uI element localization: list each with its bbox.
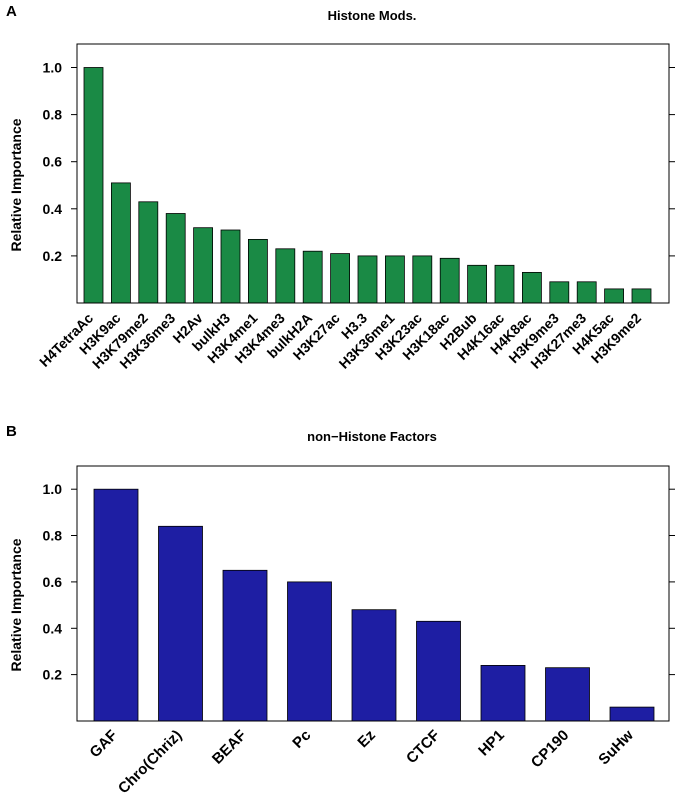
bar-h3k23ac [412, 255, 433, 304]
x-tick-label-cp190: CP190 [528, 727, 572, 771]
bar-gaf [93, 488, 139, 722]
y-tick-label: 1.0 [43, 481, 63, 497]
y-tick-group-b: 0.2 0.4 0.6 0.8 1.0 [43, 481, 675, 683]
bar-group-a [83, 67, 652, 304]
bar-h2av [193, 227, 214, 304]
bar-h2bub [467, 264, 488, 304]
y-tick-label: 0.8 [43, 528, 63, 544]
x-tick-label-suhw: SuHw [595, 727, 637, 769]
plot-frame-a [76, 43, 670, 304]
bar-h3k27me3 [576, 281, 597, 304]
y-tick-group-a: 0.2 0.4 0.6 0.8 1.0 [43, 60, 675, 264]
x-tick-group-a: H4TetraAcH3K9acH3K79me2H3K36me3H2AvbulkH… [36, 310, 644, 372]
bar-ez [351, 609, 397, 722]
bar-h4k8ac [522, 271, 542, 304]
plot-frame-b [76, 465, 670, 722]
bar-h3k4me1 [247, 238, 268, 304]
bar-suhw [609, 706, 655, 722]
bar-h3k36me1 [384, 255, 405, 304]
chart-title-a: Histone Mods. [328, 8, 417, 23]
x-tick-label-ctcf: CTCF [403, 727, 443, 767]
bar-pc [287, 581, 332, 722]
panel-b-non-histone-factors: B non−Histone Factors Relative Importanc… [6, 423, 675, 797]
panel-letter-b: B [6, 423, 17, 440]
bar-h3k9ac [111, 182, 131, 304]
x-tick-label-gaf: GAF [86, 727, 120, 761]
y-tick-label: 0.4 [43, 620, 63, 636]
bar-h4tetraac [83, 67, 104, 304]
x-tick-label-beaf: BEAF [209, 727, 250, 768]
y-tick-label: 0.6 [43, 154, 63, 170]
x-tick-label-ez: Ez [354, 727, 378, 751]
bar-h3k9me3 [549, 281, 570, 304]
y-axis-title-b: Relative Importance [8, 538, 24, 671]
bar-h3-3 [357, 255, 378, 304]
bar-h3k18ac [439, 257, 460, 304]
bar-bulkh2a [302, 250, 323, 304]
bar-h4k5ac [604, 288, 624, 304]
y-tick-label: 1.0 [43, 60, 63, 76]
bar-ctcf [416, 620, 461, 722]
x-tick-label-chro-chriz: Chro(Chriz) [115, 727, 185, 797]
bar-beaf [222, 569, 268, 722]
x-tick-label-hp1: HP1 [475, 727, 508, 760]
bar-h3k4me3 [275, 248, 296, 304]
bar-h4k16ac [494, 264, 515, 304]
panel-a-histone-mods: A Histone Mods. Relative Importance H4Te… [6, 3, 675, 372]
y-axis-title-a: Relative Importance [8, 118, 24, 251]
bar-group-b [93, 488, 655, 722]
bar-bulkh3 [220, 229, 241, 304]
chart-title-b: non−Histone Factors [307, 429, 437, 444]
bar-h3k36me3 [165, 213, 186, 304]
x-tick-label-pc: Pc [289, 727, 314, 752]
bar-hp1 [480, 665, 526, 722]
bar-h3k9me2 [631, 288, 652, 304]
panel-letter-a: A [6, 3, 17, 20]
y-tick-label: 0.6 [43, 574, 63, 590]
bar-h3k79me2 [138, 201, 159, 304]
y-tick-label: 0.8 [43, 107, 63, 123]
y-tick-label: 0.2 [43, 248, 63, 264]
y-tick-label: 0.4 [43, 201, 63, 217]
bar-h3k27ac [330, 253, 351, 304]
y-tick-label: 0.2 [43, 667, 63, 683]
bar-cp190 [545, 667, 590, 722]
bar-chro-chriz [158, 525, 203, 722]
